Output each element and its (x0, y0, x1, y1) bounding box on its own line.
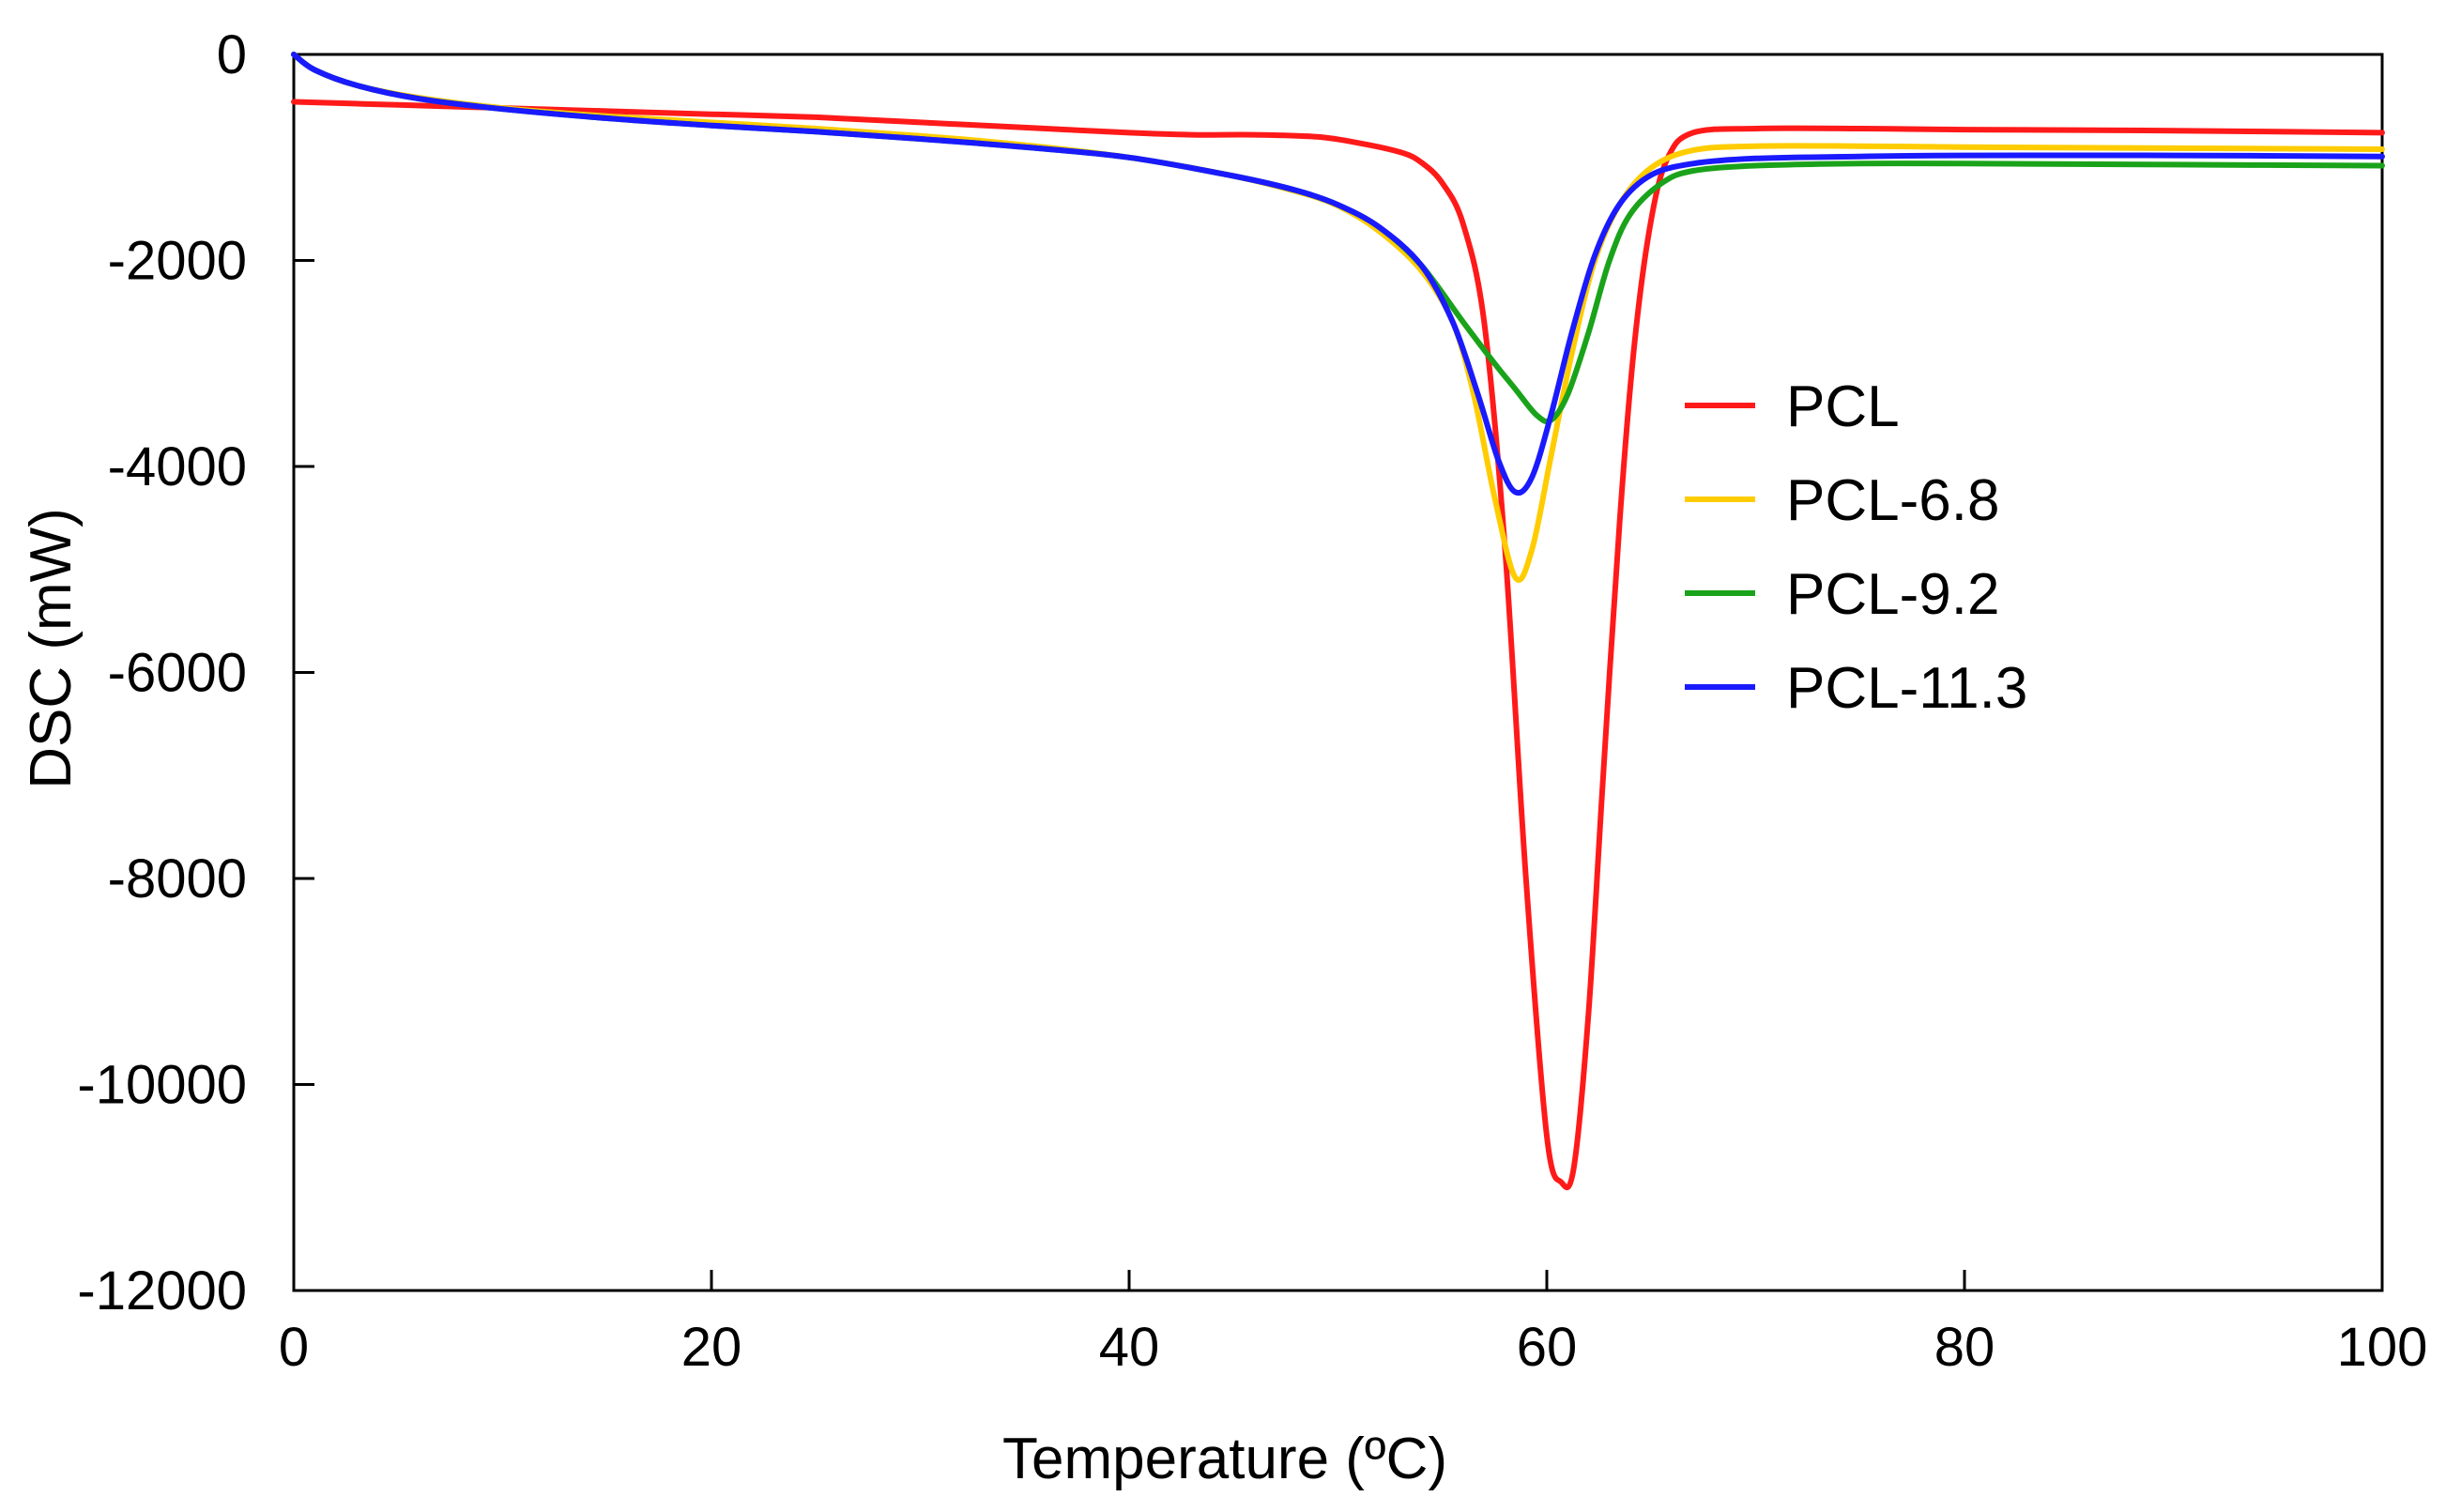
y-axis-ticks: 0 -2000 -4000 -6000 -8000 -10000 -12000 (77, 24, 314, 1321)
x-tick-label: 20 (681, 1317, 742, 1378)
x-tick-label: 100 (2337, 1317, 2428, 1378)
x-tick-label: 60 (1517, 1317, 1578, 1378)
series-line-pcl-11-3 (291, 52, 2385, 496)
series-line-pcl-6-8 (291, 52, 2385, 583)
plot-frame (292, 53, 2384, 1292)
y-tick-label: -12000 (77, 1260, 247, 1321)
x-tick-label: 0 (279, 1317, 309, 1378)
legend-label-pcl-6-8: PCL-6.8 (1786, 468, 1999, 533)
legend-label-pcl-11-3: PCL-11.3 (1786, 656, 2027, 721)
y-tick-label: -2000 (108, 231, 247, 292)
x-axis-title: Temperature (ºC) (1002, 1427, 1447, 1491)
plot-area-border (292, 53, 2384, 1292)
y-axis-title: DSC (mW) (19, 508, 84, 789)
y-tick-label: -4000 (108, 436, 247, 497)
x-axis-ticks: 0 20 40 60 80 100 (279, 1270, 2428, 1378)
legend-label-pcl: PCL (1786, 374, 1900, 439)
y-tick-label: -10000 (77, 1055, 247, 1116)
series-lines (291, 52, 2385, 1190)
y-tick-label: 0 (217, 24, 247, 85)
x-tick-label: 80 (1934, 1317, 1995, 1378)
y-tick-label: -8000 (108, 848, 247, 909)
x-tick-label: 40 (1099, 1317, 1160, 1378)
legend-label-pcl-9-2: PCL-9.2 (1786, 562, 1999, 627)
y-tick-label: -6000 (108, 643, 247, 704)
series-line-pcl (291, 99, 2385, 1190)
legend: PCL PCL-6.8 PCL-9.2 PCL-11.3 (1685, 374, 2027, 721)
